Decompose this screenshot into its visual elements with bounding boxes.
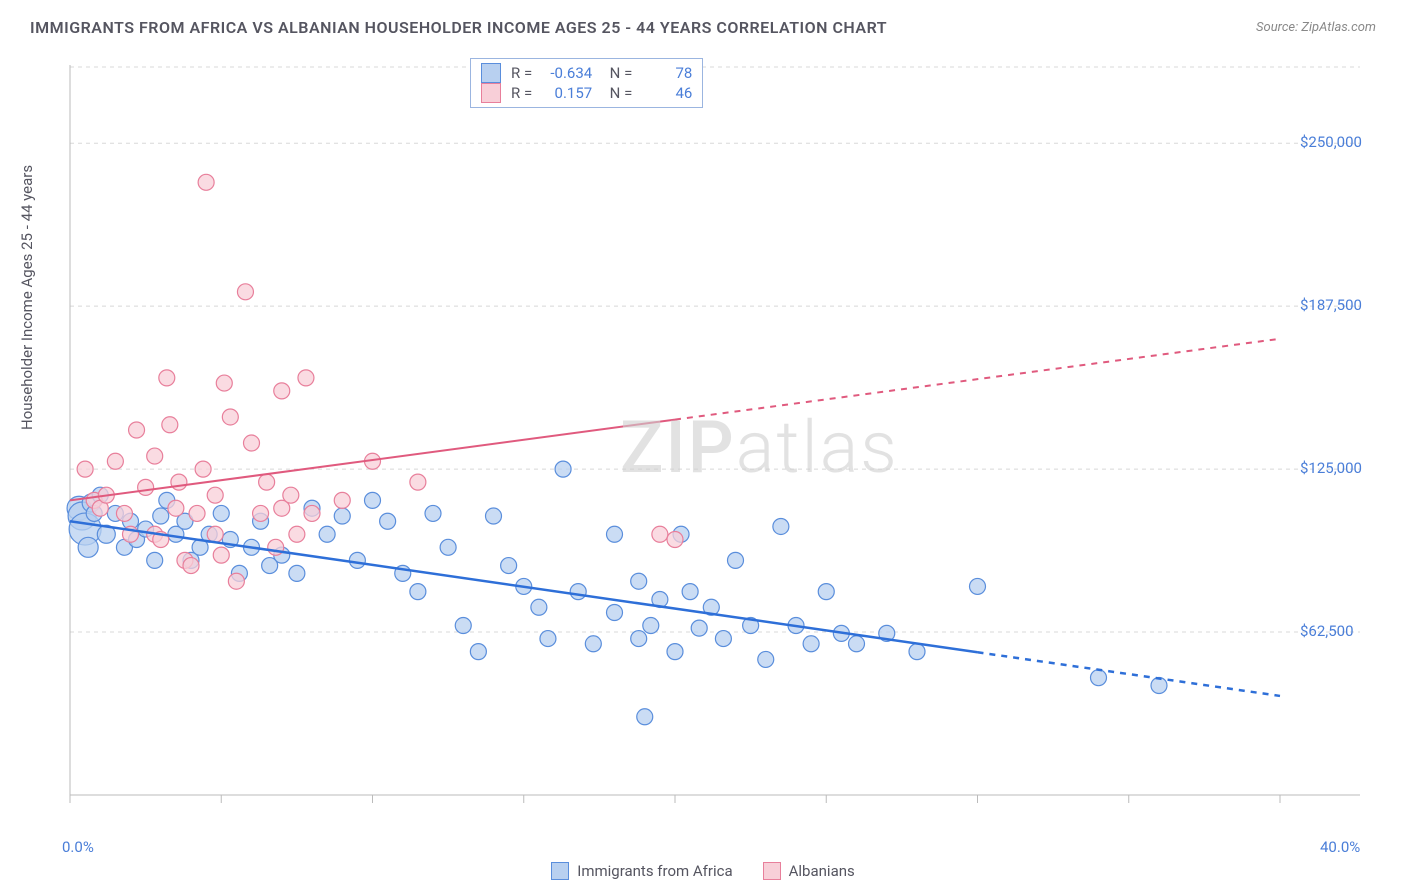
y-tick-label: $187,500: [1300, 296, 1362, 314]
chart-plot-area: [60, 55, 1370, 825]
scatter-svg: [60, 55, 1370, 825]
y-tick-label: $125,000: [1300, 459, 1362, 477]
bottom-legend-item-1: Albanians: [763, 862, 855, 880]
legend-r-label: R =: [511, 64, 532, 82]
correlation-legend: R = -0.634 N = 78 R = 0.157 N = 46: [470, 58, 703, 108]
legend-r-value-0: -0.634: [542, 64, 592, 82]
legend-row-series-1: R = 0.157 N = 46: [481, 83, 692, 103]
y-axis-label: Householder Income Ages 25 - 44 years: [18, 165, 36, 430]
source-attribution: Source: ZipAtlas.com: [1256, 20, 1376, 35]
legend-n-label: N =: [602, 84, 632, 102]
bottom-swatch-0: [551, 862, 569, 880]
bottom-legend: Immigrants from Africa Albanians: [0, 862, 1406, 880]
legend-swatch-1: [481, 83, 501, 103]
legend-r-label: R =: [511, 84, 532, 102]
x-max-label: 40.0%: [1320, 838, 1360, 856]
legend-r-value-1: 0.157: [542, 84, 592, 102]
bottom-legend-label-1: Albanians: [789, 862, 855, 880]
bottom-legend-item-0: Immigrants from Africa: [551, 862, 732, 880]
chart-title: IMMIGRANTS FROM AFRICA VS ALBANIAN HOUSE…: [30, 18, 887, 37]
legend-n-value-0: 78: [642, 64, 692, 82]
y-tick-label: $250,000: [1300, 133, 1362, 151]
bottom-swatch-1: [763, 862, 781, 880]
legend-swatch-0: [481, 63, 501, 83]
legend-row-series-0: R = -0.634 N = 78: [481, 63, 692, 83]
legend-n-value-1: 46: [642, 84, 692, 102]
x-min-label: 0.0%: [62, 838, 94, 856]
bottom-legend-label-0: Immigrants from Africa: [577, 862, 732, 880]
y-tick-label: $62,500: [1300, 622, 1354, 640]
legend-n-label: N =: [602, 64, 632, 82]
